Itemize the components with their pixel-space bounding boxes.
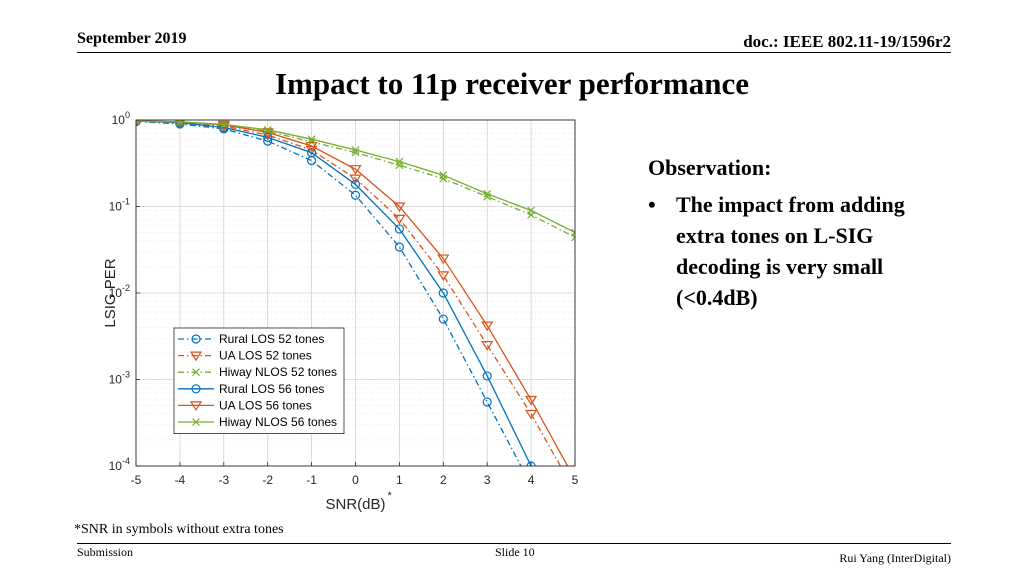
observation-heading: Observation: — [648, 155, 772, 180]
data-point-marker — [527, 206, 536, 215]
x-tick-label: -3 — [218, 473, 229, 487]
x-tick-label: 2 — [440, 473, 447, 487]
legend-marker — [189, 401, 203, 412]
data-point-marker — [263, 132, 273, 142]
series-line — [136, 120, 522, 466]
series-line — [136, 120, 532, 466]
y-axis-label: LSIG PER — [102, 258, 119, 327]
data-point-marker — [525, 395, 538, 406]
data-point-marker — [437, 271, 450, 281]
footer-slide-number: Slide 10 — [495, 545, 535, 559]
footer-author: Rui Yang (InterDigital) — [839, 551, 951, 565]
bullet-icon: • — [648, 192, 656, 217]
legend-entry-label: Hiway NLOS 52 tones — [219, 365, 337, 379]
legend-marker — [191, 334, 201, 344]
data-point-marker — [525, 409, 538, 420]
header-divider — [77, 52, 951, 53]
data-point-marker — [136, 120, 140, 126]
x-axis-label-marker: * — [388, 490, 393, 502]
legend-entry-label: Rural LOS 56 tones — [219, 382, 324, 396]
legend-entry-label: UA LOS 52 tones — [219, 349, 312, 363]
data-point-marker — [482, 371, 492, 381]
data-point-marker — [483, 189, 492, 198]
footer-submission: Submission — [77, 545, 134, 559]
per-chart: -5 -4 -3 -2 -1 0 1 2 3 4 5 100 10-1 10-2 10-3 10-4 SNR(d… — [102, 110, 579, 513]
y-tick-label: 10-3 — [109, 370, 130, 387]
data-point-marker — [305, 141, 318, 152]
x-tick-label: -5 — [131, 473, 142, 487]
legend-entry-label: UA LOS 56 tones — [219, 398, 312, 412]
legend-box — [173, 327, 345, 434]
data-point-marker — [393, 214, 406, 225]
x-tick-label: 5 — [572, 473, 579, 487]
x-tick-label: 0 — [352, 473, 359, 487]
data-point-marker — [437, 254, 450, 265]
data-point-marker — [307, 147, 317, 158]
y-tick-label: 10-4 — [109, 456, 130, 473]
data-point-marker — [571, 228, 575, 237]
x-axis-label: SNR(dB) — [325, 496, 385, 513]
data-point-marker — [263, 125, 272, 134]
header-date: September 2019 — [77, 30, 187, 47]
data-point-marker — [481, 321, 494, 332]
legend-marker — [191, 384, 201, 394]
data-point-marker — [349, 165, 362, 175]
legend-entry-label: Hiway NLOS 56 tones — [219, 415, 337, 429]
series-hiway-nlos-56-tones — [136, 120, 575, 237]
data-point-marker — [175, 120, 184, 126]
x-tick-label: 1 — [396, 473, 403, 487]
data-point-marker — [395, 157, 404, 166]
data-point-marker — [439, 171, 448, 180]
data-point-marker — [350, 190, 361, 200]
x-tick-label: -4 — [175, 473, 186, 487]
x-tick-label: 3 — [484, 473, 491, 487]
x-tick-label: 4 — [528, 473, 535, 487]
legend: Rural LOS 52 tones UA LOS 52 tones Hiway N… — [173, 327, 345, 434]
data-point-marker — [350, 179, 361, 190]
header-doc-id: doc.: IEEE 802.11-19/1596r2 — [743, 32, 951, 51]
data-point-marker — [482, 397, 492, 407]
data-point-marker — [351, 146, 360, 154]
x-tick-label: -1 — [306, 473, 317, 487]
data-point-marker — [438, 314, 448, 324]
observation-bullet: • The impact from adding extra tones on … — [648, 189, 948, 313]
observation-panel: Observation: • The impact from adding ex… — [648, 152, 948, 313]
data-point-marker — [307, 135, 316, 144]
data-point-marker — [438, 288, 448, 298]
y-tick-label: 10-2 — [109, 283, 130, 300]
observation-bullet-text: The impact from adding extra tones on L-… — [676, 192, 905, 310]
y-tick-label: 10-1 — [109, 197, 130, 214]
legend-marker — [189, 351, 203, 362]
slide-title: Impact to 11p receiver performance — [274, 66, 750, 101]
data-point-marker — [219, 120, 228, 129]
data-point-marker — [349, 174, 362, 185]
legend-marker — [192, 418, 200, 426]
data-point-marker — [219, 122, 229, 133]
data-point-marker — [481, 340, 494, 351]
data-point-marker — [393, 202, 406, 213]
legend-entry-label: Rural LOS 52 tones — [219, 332, 324, 346]
data-point-marker — [394, 242, 404, 252]
y-tick-label: 100 — [112, 110, 130, 127]
footnote: *SNR in symbols without extra tones — [74, 522, 284, 537]
data-point-marker — [394, 224, 404, 234]
legend-marker — [192, 368, 200, 377]
footer-divider — [77, 543, 951, 544]
x-tick-label: -2 — [262, 473, 273, 487]
